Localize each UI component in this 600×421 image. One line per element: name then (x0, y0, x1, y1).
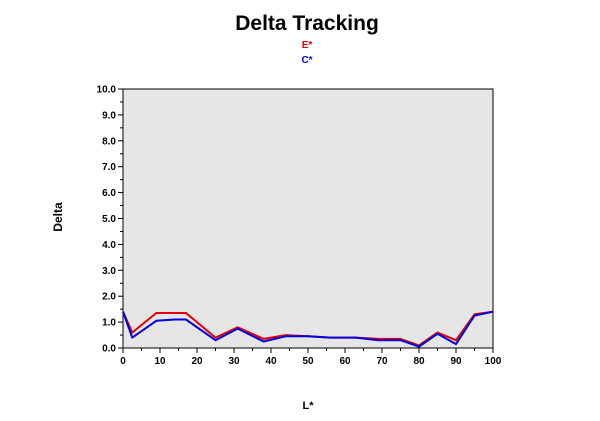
y-tick-label: 1.0 (102, 318, 116, 329)
x-tick-label: 20 (191, 356, 203, 367)
y-tick-label: 4.0 (102, 240, 116, 251)
y-tick-label: 5.0 (102, 214, 116, 225)
y-tick-label: 9.0 (102, 110, 116, 121)
x-tick-label: 40 (265, 356, 277, 367)
x-tick-label: 30 (228, 356, 240, 367)
x-tick-label: 0 (120, 356, 126, 367)
x-tick-label: 60 (339, 356, 351, 367)
x-axis-label: L* (302, 400, 314, 412)
y-tick-label: 8.0 (102, 136, 116, 147)
x-tick-label: 80 (413, 356, 425, 367)
x-tick-label: 90 (450, 356, 462, 367)
x-tick-label: 100 (485, 356, 502, 367)
x-tick-label: 70 (376, 356, 388, 367)
y-tick-label: 6.0 (102, 188, 116, 199)
series-line-c (122, 310, 494, 348)
y-tick-label: 3.0 (102, 266, 116, 277)
x-tick-label: 50 (302, 356, 314, 367)
plot-area (122, 88, 494, 349)
chart-title: Delta Tracking (235, 12, 379, 35)
legend-entry-e: E* (301, 40, 313, 51)
y-tick-label: 7.0 (102, 162, 116, 173)
x-tick-label: 10 (154, 356, 166, 367)
y-tick-label: 10.0 (97, 85, 117, 96)
legend-entry-c: C* (301, 55, 313, 66)
y-tick-label: 2.0 (102, 292, 116, 303)
y-tick-label: 0.0 (102, 344, 116, 355)
